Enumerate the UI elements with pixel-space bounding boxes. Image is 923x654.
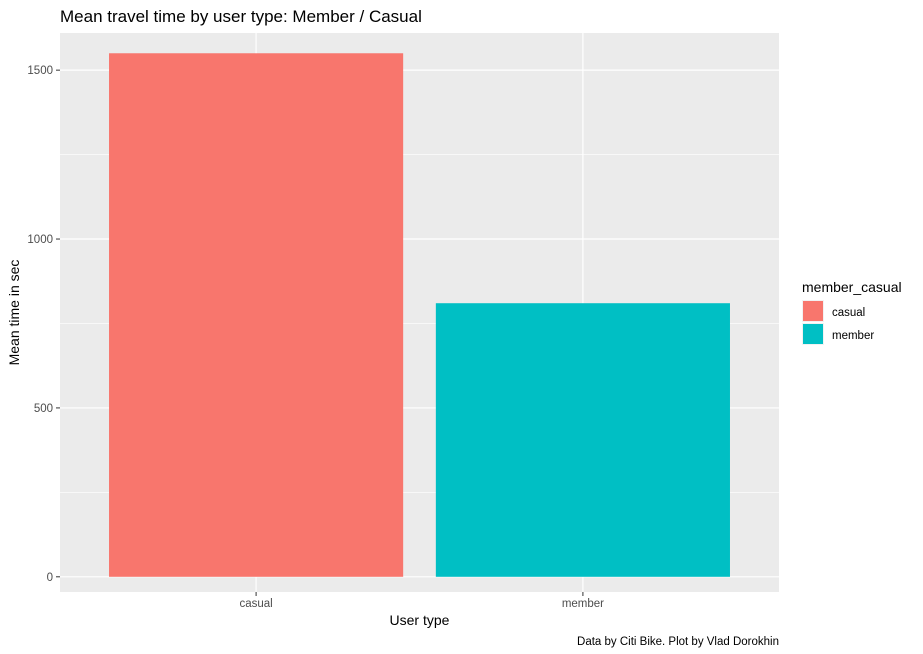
bar-member <box>435 303 730 577</box>
legend-key-casual <box>803 301 823 321</box>
y-tick-label: 0 <box>47 572 53 584</box>
bar-casual <box>109 53 404 577</box>
y-tick-label: 1000 <box>27 234 53 246</box>
x-tick-label: member <box>562 598 604 610</box>
legend-label-casual: casual <box>832 307 865 319</box>
chart-caption: Data by Citi Bike. Plot by Vlad Dorokhin <box>577 636 779 648</box>
chart-title: Mean travel time by user type: Member / … <box>60 7 422 26</box>
y-tick-label: 500 <box>34 403 53 415</box>
legend-items: casual member <box>802 300 874 345</box>
bars <box>109 53 730 577</box>
legend-key-member <box>803 324 823 344</box>
x-axis-title: User type <box>390 612 450 628</box>
x-axis-ticks: casual member <box>239 592 604 610</box>
legend: member_casual casual member <box>802 279 902 345</box>
y-axis-ticks: 0 500 1000 1500 <box>27 65 60 584</box>
y-tick-label: 1500 <box>27 65 53 77</box>
y-axis-title: Mean time in sec <box>6 260 22 366</box>
legend-title: member_casual <box>802 279 902 295</box>
x-tick-label: casual <box>239 598 272 610</box>
legend-label-member: member <box>832 330 874 342</box>
